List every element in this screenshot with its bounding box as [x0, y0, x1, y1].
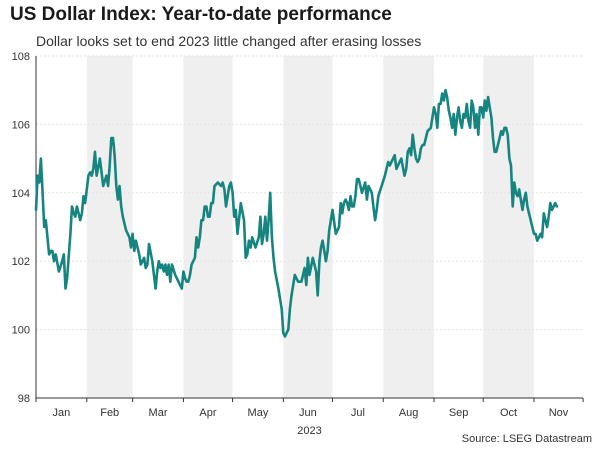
x-tick-label-oct: Oct — [500, 407, 517, 419]
x-axis-title: 2023 — [297, 425, 321, 437]
y-tick-label-98: 98 — [18, 393, 30, 405]
series-group — [34, 88, 559, 338]
chart-subtitle: Dollar looks set to end 2023 little chan… — [36, 33, 422, 49]
x-tick-label-may: May — [248, 407, 269, 419]
x-tick-label-jan: Jan — [53, 407, 71, 419]
y-tick-label-102: 102 — [12, 256, 30, 268]
shade-band-aug — [383, 56, 435, 398]
x-tick-labels-group: Jan Feb Mar Apr May Jun Jul Aug Sep Oct Nov — [35, 398, 584, 419]
x-tick-label-apr: Apr — [199, 407, 216, 419]
chart-title: US Dollar Index: Year-to-date performanc… — [10, 4, 392, 25]
x-tick-label-feb: Feb — [100, 407, 119, 419]
x-tick-label-jun: Jun — [299, 407, 317, 419]
y-tick-label-106: 106 — [12, 119, 30, 131]
x-tick-label-sep: Sep — [449, 407, 469, 419]
x-tick-label-nov: Nov — [549, 407, 569, 419]
x-tick-label-mar: Mar — [149, 407, 168, 419]
y-tick-label-100: 100 — [12, 325, 30, 337]
shade-band-apr — [183, 56, 233, 398]
y-tick-label-108: 108 — [12, 51, 30, 63]
series-line-dollar-index — [34, 88, 559, 338]
x-tick-label-aug: Aug — [399, 407, 419, 419]
axes-group — [35, 56, 583, 399]
x-tick-label-jul: Jul — [351, 407, 365, 419]
y-tick-label-104: 104 — [12, 188, 30, 200]
source-note: Source: LSEG Datastream — [461, 433, 592, 445]
month-shading-group — [86, 56, 534, 398]
y-tick-labels-group: 98 100 102 104 106 108 — [12, 51, 30, 405]
shade-band-jun — [283, 56, 333, 398]
